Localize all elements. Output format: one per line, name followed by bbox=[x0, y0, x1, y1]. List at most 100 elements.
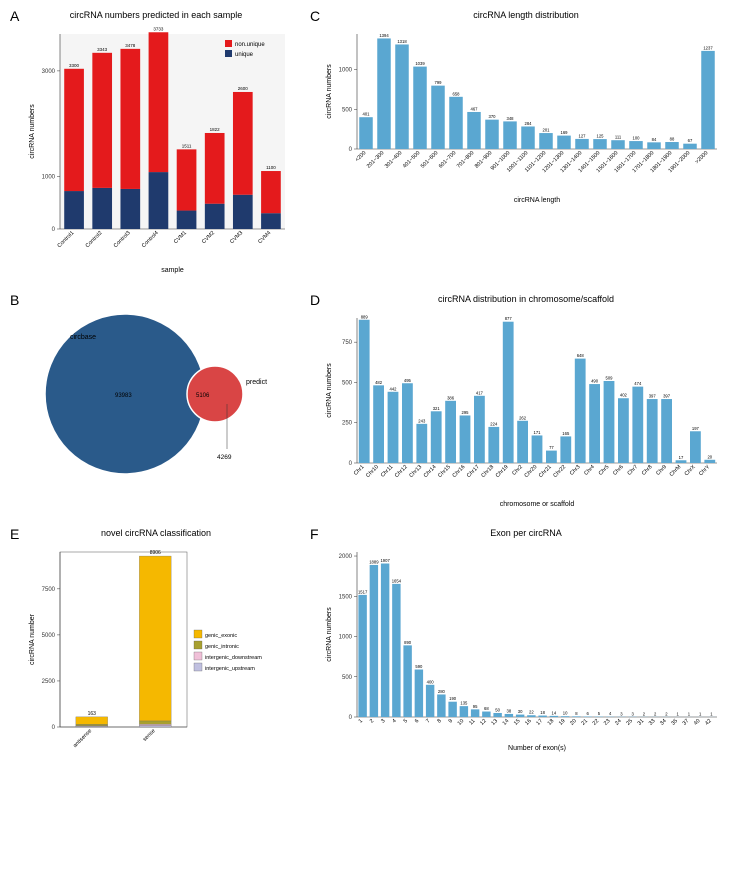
svg-text:predict: predict bbox=[246, 379, 267, 386]
svg-text:Chr18: Chr18 bbox=[480, 464, 495, 479]
svg-text:31: 31 bbox=[637, 718, 646, 727]
svg-text:1039: 1039 bbox=[415, 61, 425, 66]
svg-text:1318: 1318 bbox=[397, 39, 407, 44]
svg-text:Control2: Control2 bbox=[85, 230, 104, 249]
svg-text:ChrX: ChrX bbox=[684, 464, 697, 477]
svg-text:0: 0 bbox=[52, 725, 56, 731]
svg-text:7: 7 bbox=[425, 718, 431, 724]
svg-text:Chr5: Chr5 bbox=[598, 464, 611, 477]
svg-text:648: 648 bbox=[577, 353, 585, 358]
svg-text:2: 2 bbox=[369, 718, 375, 724]
svg-text:Number of exon(s): Number of exon(s) bbox=[508, 745, 566, 752]
svg-text:>2000: >2000 bbox=[694, 150, 709, 165]
svg-text:5106: 5106 bbox=[196, 393, 210, 399]
svg-text:1889: 1889 bbox=[369, 559, 379, 564]
svg-text:intergenic_upstream: intergenic_upstream bbox=[205, 666, 255, 672]
svg-text:397: 397 bbox=[649, 394, 657, 399]
svg-text:antisense: antisense bbox=[72, 728, 93, 749]
svg-text:877: 877 bbox=[505, 316, 513, 321]
svg-text:67: 67 bbox=[688, 138, 693, 143]
svg-text:1517: 1517 bbox=[358, 589, 368, 594]
svg-text:2000: 2000 bbox=[339, 554, 353, 560]
svg-text:243: 243 bbox=[418, 418, 426, 423]
svg-text:84: 84 bbox=[652, 137, 657, 142]
svg-text:8: 8 bbox=[436, 718, 442, 724]
svg-text:circRNA numbers: circRNA numbers bbox=[326, 363, 333, 418]
svg-text:Chr15: Chr15 bbox=[437, 464, 452, 479]
svg-text:0: 0 bbox=[349, 147, 353, 153]
svg-text:Control1: Control1 bbox=[57, 230, 76, 249]
svg-text:10: 10 bbox=[563, 711, 568, 716]
svg-text:190: 190 bbox=[449, 696, 457, 701]
chart-F-title: Exon per circRNA bbox=[322, 528, 730, 538]
svg-text:890: 890 bbox=[404, 640, 412, 645]
svg-text:14: 14 bbox=[552, 710, 557, 715]
svg-text:CVM3: CVM3 bbox=[229, 230, 244, 245]
svg-text:201~300: 201~300 bbox=[366, 150, 386, 170]
svg-text:135: 135 bbox=[460, 701, 468, 706]
svg-text:77: 77 bbox=[549, 445, 554, 450]
svg-text:658: 658 bbox=[453, 91, 461, 96]
svg-text:280: 280 bbox=[438, 689, 446, 694]
chart-D-title: circRNA distribution in chromosome/scaff… bbox=[322, 294, 730, 304]
svg-text:CVM2: CVM2 bbox=[201, 230, 216, 245]
svg-text:4269: 4269 bbox=[217, 454, 232, 461]
svg-text:circRNA numbers: circRNA numbers bbox=[29, 104, 36, 159]
svg-text:321: 321 bbox=[433, 406, 441, 411]
svg-text:42: 42 bbox=[704, 718, 713, 727]
svg-text:93983: 93983 bbox=[115, 393, 132, 399]
svg-text:495: 495 bbox=[404, 378, 412, 383]
svg-text:163: 163 bbox=[88, 711, 97, 717]
svg-text:25: 25 bbox=[625, 718, 634, 727]
svg-text:295: 295 bbox=[462, 410, 470, 415]
svg-text:2500: 2500 bbox=[42, 679, 56, 685]
svg-text:ChrY: ChrY bbox=[698, 464, 711, 477]
svg-text:Chr3: Chr3 bbox=[569, 464, 582, 477]
svg-text:23: 23 bbox=[603, 718, 612, 727]
svg-text:16: 16 bbox=[524, 718, 533, 727]
chart-C-title: circRNA length distribution bbox=[322, 10, 730, 20]
svg-text:750: 750 bbox=[342, 340, 353, 346]
svg-text:348: 348 bbox=[507, 116, 515, 121]
svg-text:intergenic_downstream: intergenic_downstream bbox=[205, 655, 262, 661]
svg-text:3343: 3343 bbox=[97, 47, 108, 52]
panel-C: C circRNA length distribution 05001000ci… bbox=[310, 10, 730, 274]
svg-text:402: 402 bbox=[620, 393, 628, 398]
svg-text:889: 889 bbox=[361, 314, 369, 319]
svg-text:169: 169 bbox=[561, 130, 569, 135]
chart-A-title: circRNA numbers predicted in each sample bbox=[22, 10, 290, 20]
svg-text:12: 12 bbox=[479, 718, 488, 727]
chart-D: 0250500750circRNA numbers889482442495243… bbox=[322, 308, 722, 508]
svg-text:33: 33 bbox=[648, 718, 657, 727]
svg-text:Control3: Control3 bbox=[113, 230, 132, 249]
svg-text:35: 35 bbox=[670, 718, 679, 727]
svg-text:95: 95 bbox=[473, 704, 478, 709]
svg-text:Chr9: Chr9 bbox=[655, 464, 668, 477]
svg-text:Control4: Control4 bbox=[141, 230, 160, 249]
svg-text:500: 500 bbox=[342, 380, 353, 386]
svg-text:1394: 1394 bbox=[379, 33, 389, 38]
svg-text:20: 20 bbox=[569, 718, 578, 727]
svg-text:171: 171 bbox=[534, 430, 542, 435]
svg-text:37: 37 bbox=[682, 718, 691, 727]
svg-text:Chr1: Chr1 bbox=[353, 464, 366, 477]
svg-text:7500: 7500 bbox=[42, 587, 56, 593]
svg-text:chromosome or scaffold: chromosome or scaffold bbox=[500, 501, 575, 508]
svg-text:circbase: circbase bbox=[70, 334, 96, 341]
svg-text:Chr2: Chr2 bbox=[511, 464, 524, 477]
panel-label-E: E bbox=[10, 526, 19, 542]
svg-text:13: 13 bbox=[490, 718, 499, 727]
panel-label-D: D bbox=[310, 292, 320, 308]
svg-text:111: 111 bbox=[615, 135, 622, 140]
svg-text:6: 6 bbox=[414, 718, 420, 724]
svg-text:Chr13: Chr13 bbox=[408, 464, 423, 479]
svg-text:284: 284 bbox=[525, 121, 533, 126]
svg-text:401: 401 bbox=[363, 112, 371, 117]
svg-text:1000: 1000 bbox=[339, 635, 353, 641]
svg-text:301~400: 301~400 bbox=[384, 150, 404, 170]
svg-text:50: 50 bbox=[495, 707, 500, 712]
svg-text:501~600: 501~600 bbox=[420, 150, 440, 170]
svg-text:3300: 3300 bbox=[69, 63, 80, 68]
svg-text:165: 165 bbox=[562, 431, 570, 436]
svg-text:Chr12: Chr12 bbox=[394, 464, 409, 479]
